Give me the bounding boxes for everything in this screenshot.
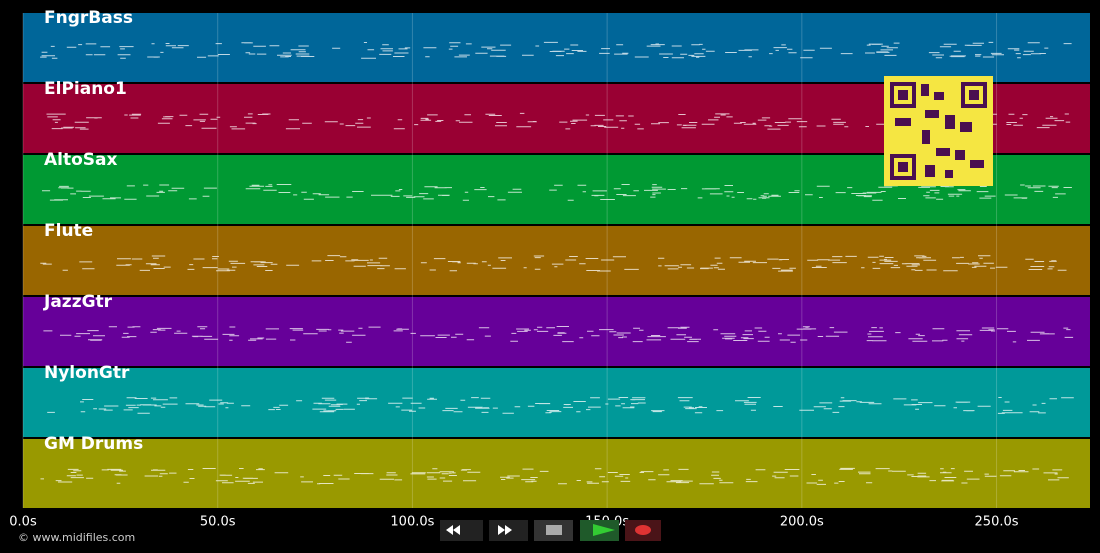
notes (40, 41, 1072, 59)
notes (47, 397, 1074, 414)
track-name: NylonGtr (44, 363, 130, 383)
track-lane (23, 439, 1090, 508)
tick-label: 100.0s (390, 515, 434, 530)
notes (40, 255, 1067, 272)
tick-label: 250.0s (975, 515, 1019, 530)
track-lane (23, 297, 1090, 366)
record-button[interactable] (625, 520, 661, 541)
tick-label: 50.0s (200, 515, 236, 530)
forward-button[interactable] (489, 520, 528, 541)
track-name: FngrBass (44, 8, 133, 28)
notes (40, 467, 1069, 485)
rewind-button[interactable] (440, 520, 483, 541)
notes (43, 326, 1074, 343)
copyright: © www.midifiles.com (18, 531, 135, 544)
track-name: ElPiano1 (44, 79, 127, 99)
transport-controls (440, 520, 661, 541)
track-name: Flute (44, 221, 93, 241)
track-lane (23, 226, 1090, 295)
track-lane (23, 13, 1090, 82)
stop-button[interactable] (534, 520, 573, 541)
grid (22, 13, 998, 508)
track-name: GM Drums (44, 434, 143, 454)
track-name: JazzGtr (43, 292, 113, 312)
track-lane (23, 368, 1090, 437)
tick-label: 0.0s (9, 515, 37, 530)
tick-label: 200.0s (780, 515, 824, 530)
track-name: AltoSax (44, 150, 118, 170)
qr-code (884, 76, 993, 186)
play-button[interactable] (580, 520, 619, 541)
notes (42, 184, 1072, 201)
